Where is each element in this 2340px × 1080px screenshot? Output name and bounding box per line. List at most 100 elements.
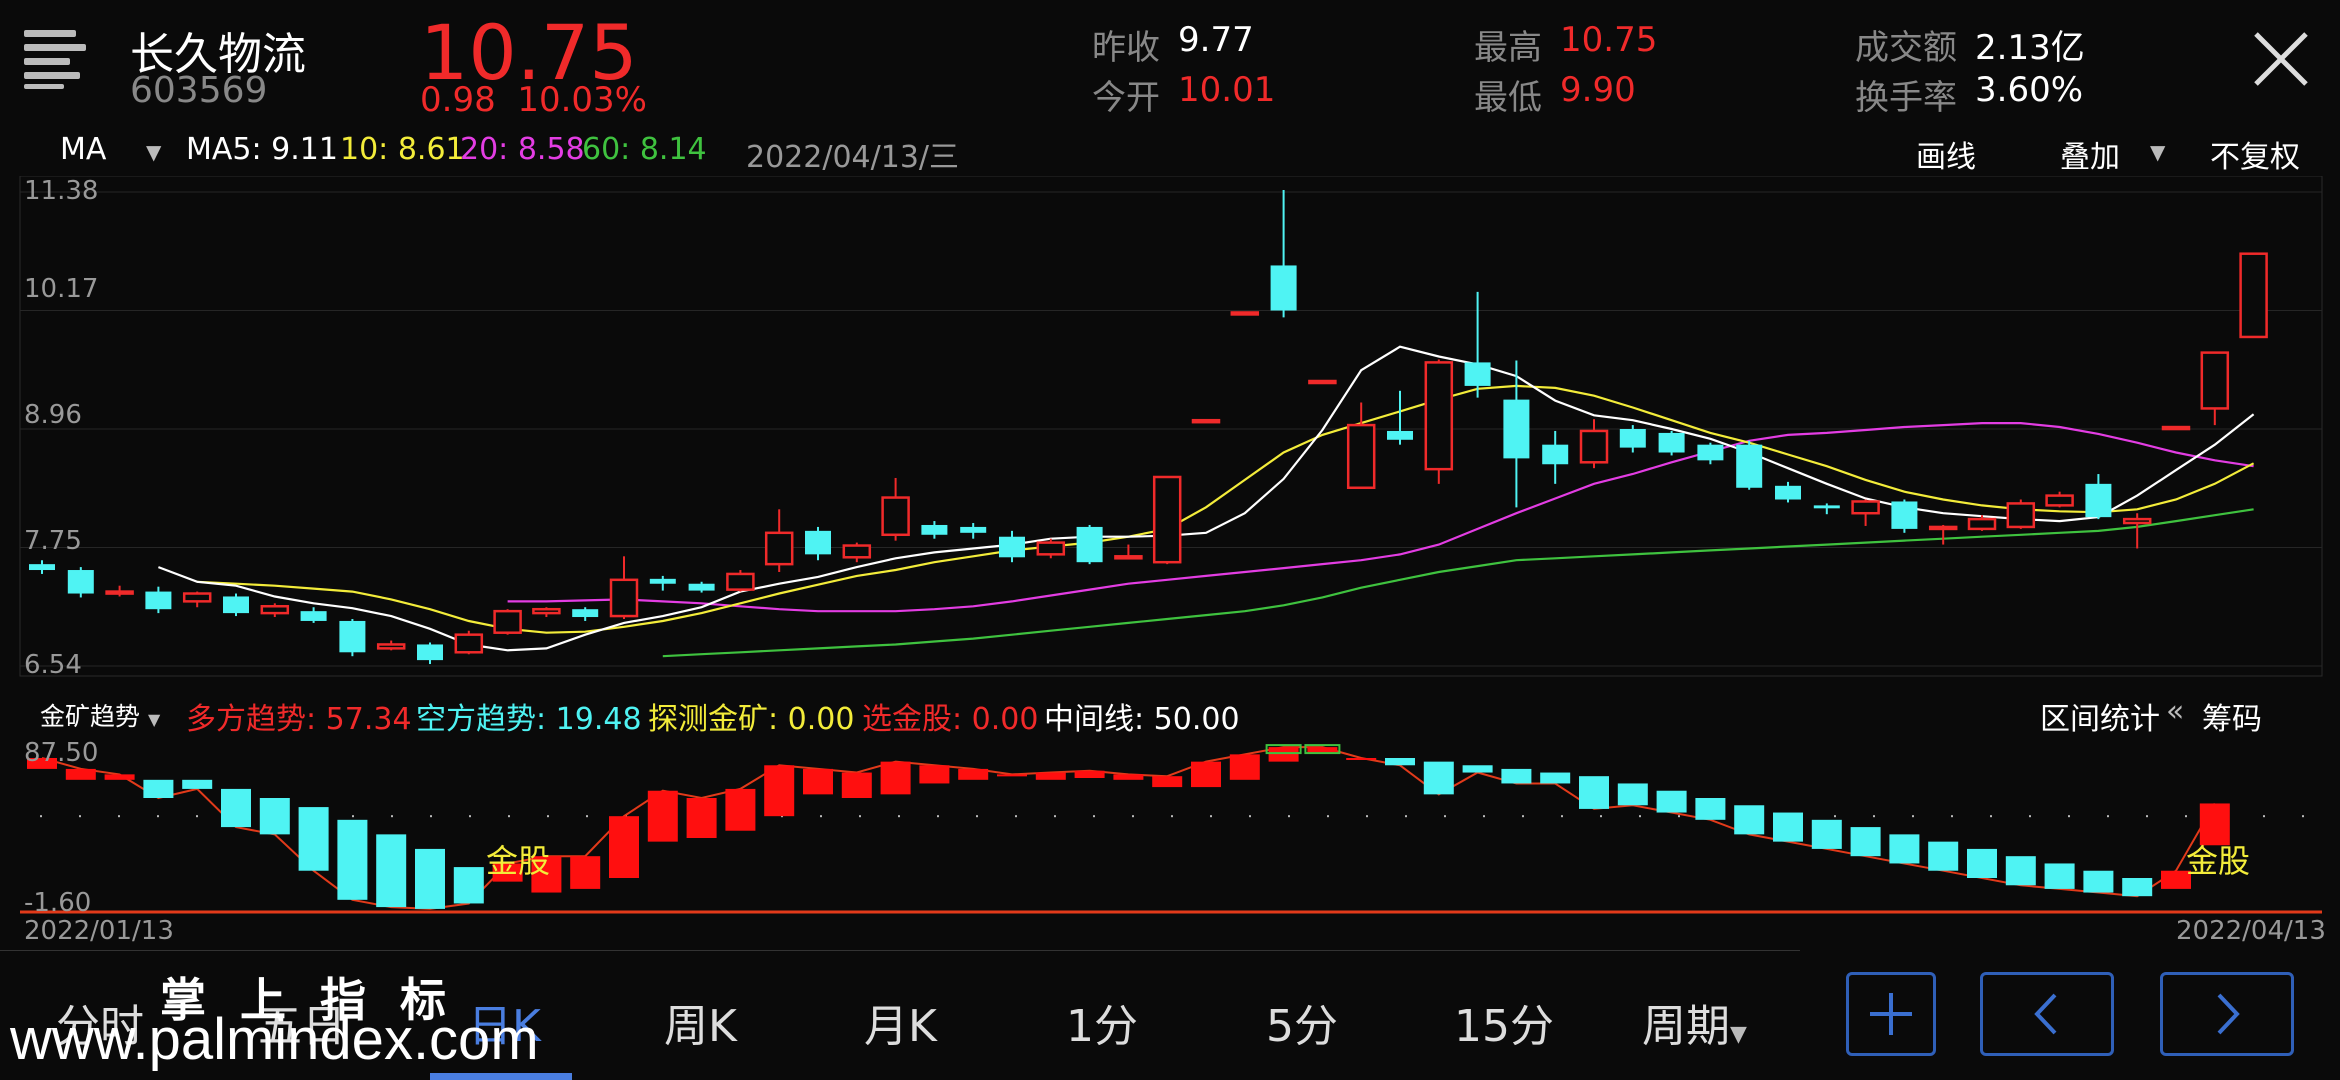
- peak-marker: [1265, 744, 1302, 755]
- tab-5min[interactable]: 5分: [1266, 1001, 1338, 1052]
- overlay-dropdown-icon[interactable]: ▼: [2150, 140, 2166, 164]
- y-tick-label: 7.75: [24, 526, 82, 556]
- candle-body: [300, 611, 327, 621]
- trend-bar: [143, 779, 174, 798]
- double-chevron-left-icon[interactable]: «: [2166, 694, 2185, 729]
- trend-bar: [1074, 770, 1105, 778]
- midline-dot: [859, 815, 861, 818]
- prev-close-label: 昨收: [1092, 28, 1160, 68]
- tab-15min[interactable]: 15分: [1454, 1001, 1554, 1052]
- trend-bar: [1113, 774, 1144, 780]
- midline-dot: [898, 815, 900, 818]
- trend-bar: [259, 798, 290, 835]
- trend-bar: [221, 788, 251, 828]
- candle-body: [1076, 526, 1103, 563]
- tab-five-day[interactable]: 五日: [258, 1001, 346, 1052]
- trend-bar: [1346, 758, 1377, 760]
- prev-close-value: 9.77: [1178, 20, 1254, 60]
- candle-body: [1230, 311, 1260, 316]
- midline-dot: [1171, 815, 1173, 818]
- ma20-value: 20: 8.58: [460, 132, 585, 167]
- trend-bar: [337, 819, 368, 900]
- kline-chart[interactable]: [0, 176, 2340, 686]
- change-percent: 10.03%: [517, 80, 647, 120]
- trend-bar: [1423, 761, 1454, 795]
- candle-body: [726, 572, 755, 591]
- overlay-button[interactable]: 叠加: [2060, 140, 2120, 175]
- close-icon[interactable]: [2252, 30, 2310, 88]
- menu-icon[interactable]: [24, 30, 92, 90]
- gold-stock-annotation: 金股: [486, 842, 551, 880]
- midline-dot: [508, 815, 510, 818]
- candle-body: [1424, 361, 1454, 471]
- plus-icon: [1870, 993, 1912, 1035]
- candle-body: [842, 544, 872, 559]
- gold-stock-annotation: 金股: [2186, 842, 2251, 880]
- midline-dot: [1366, 815, 1368, 818]
- midline-dot: [1912, 815, 1914, 818]
- y-tick-label: -1.60: [24, 888, 92, 918]
- trend-bar: [27, 758, 57, 769]
- trend-bar: [570, 856, 601, 889]
- midline-dot: [352, 815, 354, 818]
- trend-bar: [415, 848, 445, 909]
- next-button[interactable]: [2160, 972, 2294, 1056]
- trend-bar: [1928, 841, 1959, 871]
- trend-bar: [104, 774, 135, 780]
- candle-body: [2006, 502, 2036, 529]
- trend-bar: [2122, 878, 2153, 897]
- trend-bar: [1191, 761, 1221, 788]
- tab-1min[interactable]: 1分: [1066, 1001, 1138, 1052]
- indicator-selector[interactable]: MA: [60, 132, 106, 167]
- midline-dot: [79, 815, 81, 818]
- midline-dot: [1210, 815, 1212, 818]
- trend-bar: [65, 768, 96, 780]
- tab-intraday[interactable]: 分时: [56, 1001, 144, 1052]
- candle-body: [2200, 351, 2230, 410]
- candle-body: [1542, 444, 1569, 465]
- short-trend-value: 空方趋势: 19.48: [416, 702, 642, 737]
- sub-indicator-dropdown-icon: ▼: [147, 710, 161, 729]
- adjust-button[interactable]: 不复权: [2210, 140, 2300, 175]
- candle-body: [105, 590, 134, 595]
- ma60-line: [662, 508, 2254, 658]
- y-tick-label: 6.54: [24, 650, 82, 680]
- tab-daily-k[interactable]: 日K: [468, 1001, 541, 1052]
- midline-dot: [976, 815, 978, 818]
- midline-dot: [547, 815, 549, 818]
- candle-body: [29, 564, 55, 571]
- candle-body: [67, 570, 94, 594]
- candle-body: [532, 607, 561, 615]
- y-tick-label: 8.96: [24, 400, 82, 430]
- trend-bar: [1152, 776, 1183, 788]
- tab-period[interactable]: 周期▼: [1642, 990, 1747, 1054]
- trend-bar: [880, 761, 911, 795]
- sub-indicator-name: 金矿趋势: [40, 702, 141, 731]
- candle-body: [1114, 555, 1143, 560]
- trend-bar: [803, 768, 833, 795]
- trend-bar: [2005, 856, 2036, 886]
- high-value: 10.75: [1560, 20, 1658, 60]
- trend-bar: [919, 765, 950, 784]
- gold-trend-chart[interactable]: [0, 730, 2340, 920]
- trend-bar: [1889, 834, 1920, 864]
- peak-marker: [1304, 744, 1341, 755]
- indicator-dropdown-icon[interactable]: ▼: [146, 140, 162, 164]
- midline-dot: [2068, 815, 2070, 818]
- sub-indicator-selector[interactable]: 金矿趋势 ▼: [40, 697, 160, 733]
- draw-line-button[interactable]: 画线: [1916, 140, 1976, 175]
- trend-bar: [1850, 827, 1881, 857]
- midline-dot: [1015, 815, 1017, 818]
- tab-monthly-k[interactable]: 月K: [864, 1001, 937, 1052]
- chips-button[interactable]: 筹码: [2202, 702, 2262, 737]
- prev-button[interactable]: [1980, 972, 2114, 1056]
- turnover-rate-label: 换手率: [1855, 78, 1957, 118]
- tab-weekly-k[interactable]: 周K: [664, 1001, 737, 1052]
- trend-bar: [1035, 772, 1066, 780]
- range-stats-button[interactable]: 区间统计: [2040, 702, 2160, 737]
- chevron-left-icon: [2034, 993, 2057, 1035]
- midline-dot: [391, 815, 393, 818]
- candle-body: [454, 633, 484, 654]
- trend-bar: [1773, 812, 1803, 842]
- add-button[interactable]: [1846, 972, 1936, 1056]
